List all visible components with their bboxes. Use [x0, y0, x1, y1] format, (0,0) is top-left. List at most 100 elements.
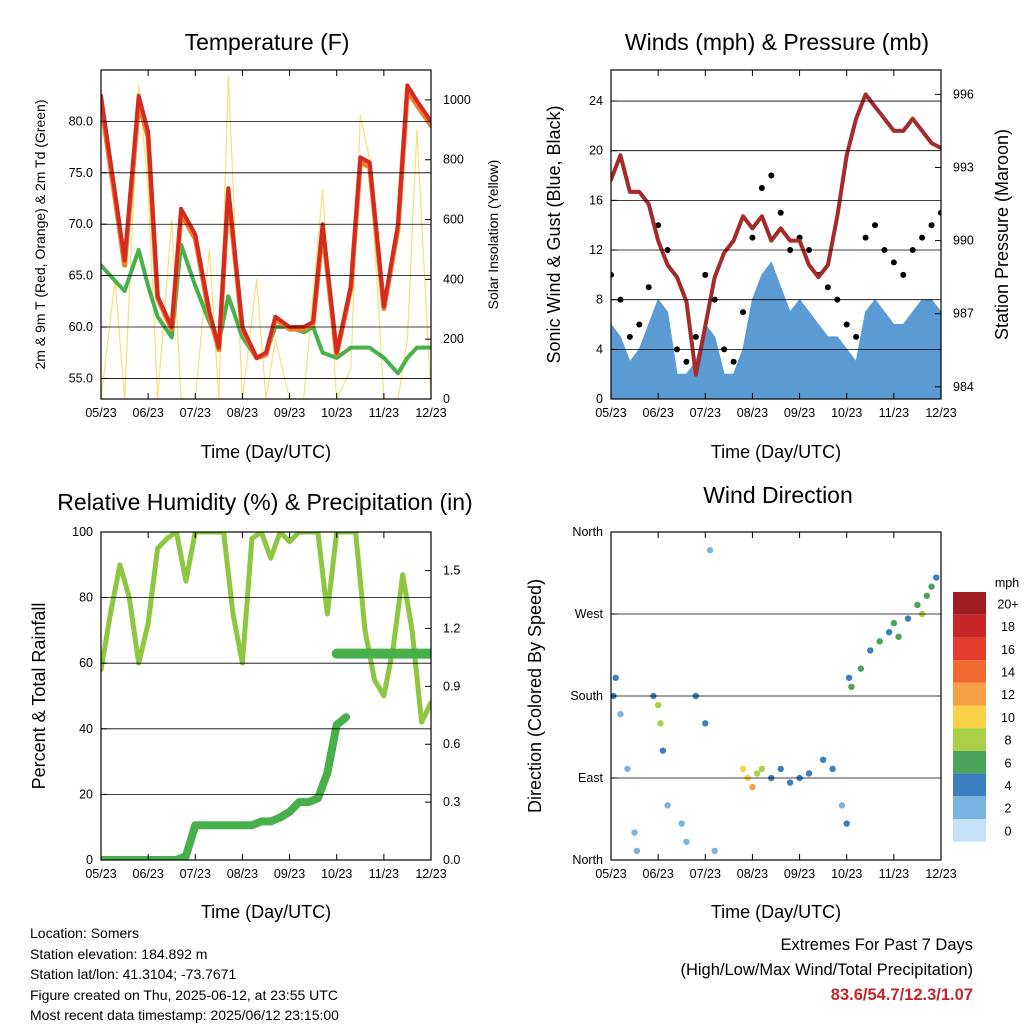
- x-tick-label: 10/23: [321, 867, 352, 881]
- y2-tick-label: 0.9: [443, 679, 460, 693]
- direction-point: [753, 770, 761, 777]
- extremes-subtitle: (High/Low/Max Wind/Total Precipitation): [680, 961, 973, 979]
- direction-point: [617, 711, 624, 718]
- series-group: [611, 92, 941, 399]
- chart-title: Wind Direction: [703, 482, 853, 508]
- x-tick-label: 05/23: [85, 406, 116, 420]
- y2-tick-label: 600: [443, 213, 464, 227]
- extremes-title: Extremes For Past 7 Days: [780, 936, 973, 954]
- y-tick-label: 70.0: [69, 217, 93, 231]
- direction-point: [819, 756, 827, 763]
- direction-point: [876, 638, 883, 645]
- y-tick-label: 80.0: [69, 114, 93, 128]
- x-tick-label: 06/23: [133, 406, 164, 420]
- y-tick-label: North: [572, 853, 603, 867]
- direction-point: [612, 674, 619, 681]
- chart-panel-3: 05/23 06/23 07/23 08/23 09/23 10/23 11/23 12/23…: [29, 489, 473, 922]
- direction-point: [633, 847, 641, 855]
- direction-point: [739, 765, 747, 773]
- y-tick-label: 0: [596, 392, 603, 406]
- gust-point: [777, 209, 784, 216]
- x-tick-label: 08/23: [737, 406, 768, 420]
- latest-timestamp: Most recent data timestamp: 2025/06/12 2…: [30, 1007, 339, 1023]
- x-tick-label: 09/23: [274, 867, 305, 881]
- direction-point: [857, 665, 865, 672]
- x-tick-label: 11/23: [369, 406, 399, 420]
- colorbar-swatch: [953, 592, 986, 615]
- y2-tick-label: 800: [443, 153, 464, 167]
- x-tick-label: 07/23: [180, 867, 211, 881]
- x-tick-label: 12/23: [415, 406, 446, 420]
- gust-point: [938, 209, 941, 216]
- figure-created: Figure created on Thu, 2025-06-12, at 23…: [30, 986, 338, 1003]
- direction-point: [758, 765, 766, 773]
- gust-point: [862, 234, 869, 241]
- extremes-value: 83.6/54.7/12.3/1.07: [830, 986, 973, 1004]
- x-tick-label: 12/23: [415, 867, 446, 881]
- gust-point: [692, 333, 699, 340]
- direction-point: [885, 629, 893, 636]
- gust-point: [749, 234, 756, 241]
- y-tick-label: 100: [72, 525, 93, 539]
- y-axis-label: Direction (Colored By Speed): [525, 579, 545, 813]
- x-tick-label: 10/23: [831, 867, 862, 881]
- y-tick-label: 16: [589, 193, 603, 207]
- x-tick-label: 05/23: [595, 406, 626, 420]
- colorbar-tick-label: 4: [1005, 779, 1012, 793]
- x-tick-label: 05/23: [595, 867, 626, 881]
- x-axis-label: Time (Day/UTC): [201, 902, 331, 922]
- direction-point: [933, 574, 940, 581]
- x-axis-label: Time (Day/UTC): [711, 442, 841, 462]
- direction-point: [664, 802, 671, 809]
- y-tick-label: 55.0: [69, 371, 93, 385]
- colorbar-label: mph: [995, 576, 1019, 590]
- colorbar-swatch: [953, 796, 986, 819]
- x-axis-label: Time (Day/UTC): [201, 442, 331, 462]
- direction-point: [914, 601, 921, 609]
- direction-point: [928, 583, 935, 590]
- precipitation-line: [101, 713, 351, 860]
- direction-point: [706, 547, 714, 554]
- x-tick-label: 05/23: [85, 867, 116, 881]
- direction-point: [702, 720, 709, 727]
- x-tick-label: 06/23: [643, 867, 674, 881]
- direction-point: [848, 683, 855, 691]
- colorbar-tick-label: 18: [1001, 620, 1015, 634]
- direction-point: [711, 847, 718, 855]
- y-tick-label: 65.0: [69, 269, 93, 283]
- direction-point: [786, 779, 794, 786]
- colorbar-tick-label: 2: [1005, 802, 1012, 816]
- direction-point: [838, 802, 846, 809]
- y2-tick-label: 993: [953, 160, 974, 174]
- direction-point: [843, 820, 850, 827]
- y-axis-label: Sonic Wind & Gust (Blue, Black): [544, 105, 564, 363]
- gust-point: [611, 271, 614, 278]
- y-axis-label: 2m & 9m T (Red, Orange) & 2m Td (Green): [32, 100, 48, 370]
- x-axis-label: Time (Day/UTC): [711, 902, 841, 922]
- y-tick-label: 75.0: [69, 166, 93, 180]
- series-group: [611, 547, 940, 855]
- y-tick-label: 12: [589, 243, 603, 257]
- gust-point: [824, 284, 831, 291]
- y2-tick-label: 0.6: [443, 737, 460, 751]
- direction-point: [904, 615, 912, 622]
- y2-tick-label: 987: [953, 307, 974, 321]
- y2-tick-label: 996: [953, 87, 974, 101]
- colorbar-swatch: [953, 682, 986, 706]
- x-tick-label: 11/23: [879, 406, 909, 420]
- gust-point: [626, 333, 633, 340]
- chart-panel-4: 05/23 06/23 07/23 08/23 09/23 10/23 11/23 12/23…: [525, 482, 1019, 922]
- colorbar-tick-label: 14: [1001, 665, 1015, 679]
- y-tick-label: 20: [79, 787, 93, 801]
- colorbar-tick-label: 6: [1005, 756, 1012, 770]
- x-tick-label: 11/23: [369, 867, 399, 881]
- chart-title: Relative Humidity (%) & Precipitation (i…: [57, 489, 472, 515]
- chart-title: Winds (mph) & Pressure (mb): [625, 29, 929, 55]
- y-axis-label: Percent & Total Rainfall: [29, 603, 49, 790]
- gust-point: [730, 358, 737, 365]
- colorbar-tick-label: 8: [1005, 734, 1012, 748]
- pressure-line: [611, 92, 941, 377]
- y-tick-label: 80: [79, 591, 93, 605]
- x-tick-label: 10/23: [831, 406, 862, 420]
